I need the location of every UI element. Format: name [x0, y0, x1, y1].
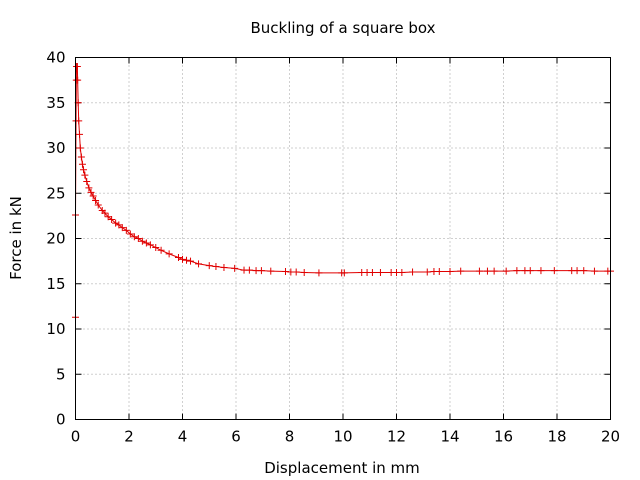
- x-tick-label: 18: [547, 428, 566, 446]
- data-point-marker: [409, 268, 417, 276]
- data-point-marker: [257, 267, 265, 275]
- data-point-marker: [231, 264, 239, 272]
- data-point-marker: [195, 260, 203, 268]
- series-line: [75, 66, 611, 318]
- data-point-marker: [187, 257, 195, 265]
- data-point-marker: [220, 263, 228, 271]
- data-point-marker: [490, 267, 498, 275]
- data-point-marker: [376, 268, 384, 276]
- data-point-marker: [502, 267, 510, 275]
- data-point-marker: [138, 237, 146, 245]
- data-point-marker: [423, 268, 431, 276]
- chart-title: Buckling of a square box: [250, 19, 435, 37]
- x-tick-label: 10: [333, 428, 352, 446]
- data-point-marker: [89, 192, 97, 200]
- x-tick-label: 14: [440, 428, 459, 446]
- data-point-marker: [85, 184, 93, 192]
- data-point-marker: [183, 256, 191, 264]
- data-point-marker: [75, 117, 83, 125]
- data-point-marker: [122, 226, 130, 234]
- data-point-marker: [92, 196, 100, 204]
- data-point-marker: [537, 267, 545, 275]
- data-point-marker: [300, 268, 308, 276]
- data-point-marker: [475, 267, 483, 275]
- data-point-marker: [112, 219, 120, 227]
- data-point-marker: [315, 269, 323, 277]
- x-tick-label: 16: [494, 428, 513, 446]
- data-point-marker: [590, 267, 598, 275]
- data-point-marker: [340, 269, 348, 277]
- data-point-marker: [134, 235, 142, 242]
- x-tick-label: 20: [601, 428, 620, 446]
- y-tick-label: 25: [46, 184, 65, 202]
- data-point-marker: [267, 267, 275, 275]
- data-point-marker: [146, 241, 154, 249]
- data-point-marker: [73, 63, 81, 71]
- data-point-marker: [245, 266, 253, 274]
- data-point-marker: [94, 201, 102, 209]
- y-tick-label: 5: [56, 365, 66, 383]
- y-tick-label: 35: [46, 94, 65, 112]
- data-point-marker: [205, 262, 213, 270]
- y-tick-label: 10: [46, 320, 65, 338]
- data-point-marker: [174, 254, 182, 262]
- data-point-marker: [526, 267, 534, 275]
- y-tick-label: 15: [46, 275, 65, 293]
- x-tick-label: 8: [285, 428, 295, 446]
- data-point-marker: [78, 160, 86, 168]
- x-tick-label: 6: [231, 428, 241, 446]
- data-point-marker: [179, 255, 186, 263]
- data-point-marker: [165, 250, 173, 258]
- data-point-marker: [87, 188, 95, 196]
- data-point-marker: [118, 224, 126, 232]
- y-tick-label: 0: [56, 411, 66, 429]
- data-point-marker: [80, 166, 88, 174]
- tick-layer: 0 2 4 6 8 10 12 14 16 18 20 0 5 10 15 20 25 30 35 40: [46, 49, 620, 446]
- data-point-marker: [398, 268, 406, 276]
- data-point-marker: [292, 268, 300, 276]
- data-point-marker: [108, 215, 116, 223]
- data-point-marker: [580, 267, 588, 275]
- y-axis-label: Force in kN: [7, 196, 25, 280]
- data-point-marker: [152, 244, 160, 252]
- data-point-marker: [76, 144, 84, 152]
- x-tick-label: 4: [178, 428, 188, 446]
- plot-frame: [75, 57, 611, 420]
- data-point-marker: [446, 268, 454, 276]
- data-point-marker: [368, 268, 376, 276]
- y-tick-label: 20: [46, 230, 65, 248]
- y-tick-label: 40: [46, 49, 65, 67]
- x-tick-label: 12: [387, 428, 406, 446]
- grid-layer: [75, 57, 611, 420]
- data-point-marker: [81, 171, 89, 179]
- data-point-marker: [77, 153, 85, 161]
- x-tick-label: 2: [124, 428, 134, 446]
- data-point-marker: [435, 268, 443, 276]
- data-point-marker: [457, 267, 465, 275]
- y-tick-label: 30: [46, 139, 65, 157]
- data-point-marker: [573, 267, 581, 275]
- data-point-marker: [550, 267, 558, 275]
- data-point-marker: [130, 233, 138, 241]
- data-point-marker: [513, 267, 521, 275]
- data-point-marker: [483, 267, 491, 275]
- data-point-marker: [142, 239, 150, 247]
- data-point-marker: [76, 130, 84, 138]
- x-axis-label: Displacement in mm: [264, 459, 420, 477]
- data-point-marker: [212, 263, 220, 271]
- data-point-marker: [101, 209, 109, 217]
- x-tick-label: 0: [71, 428, 81, 446]
- data-point-marker: [126, 230, 134, 238]
- data-point-marker: [83, 177, 91, 185]
- data-point-marker: [157, 246, 165, 254]
